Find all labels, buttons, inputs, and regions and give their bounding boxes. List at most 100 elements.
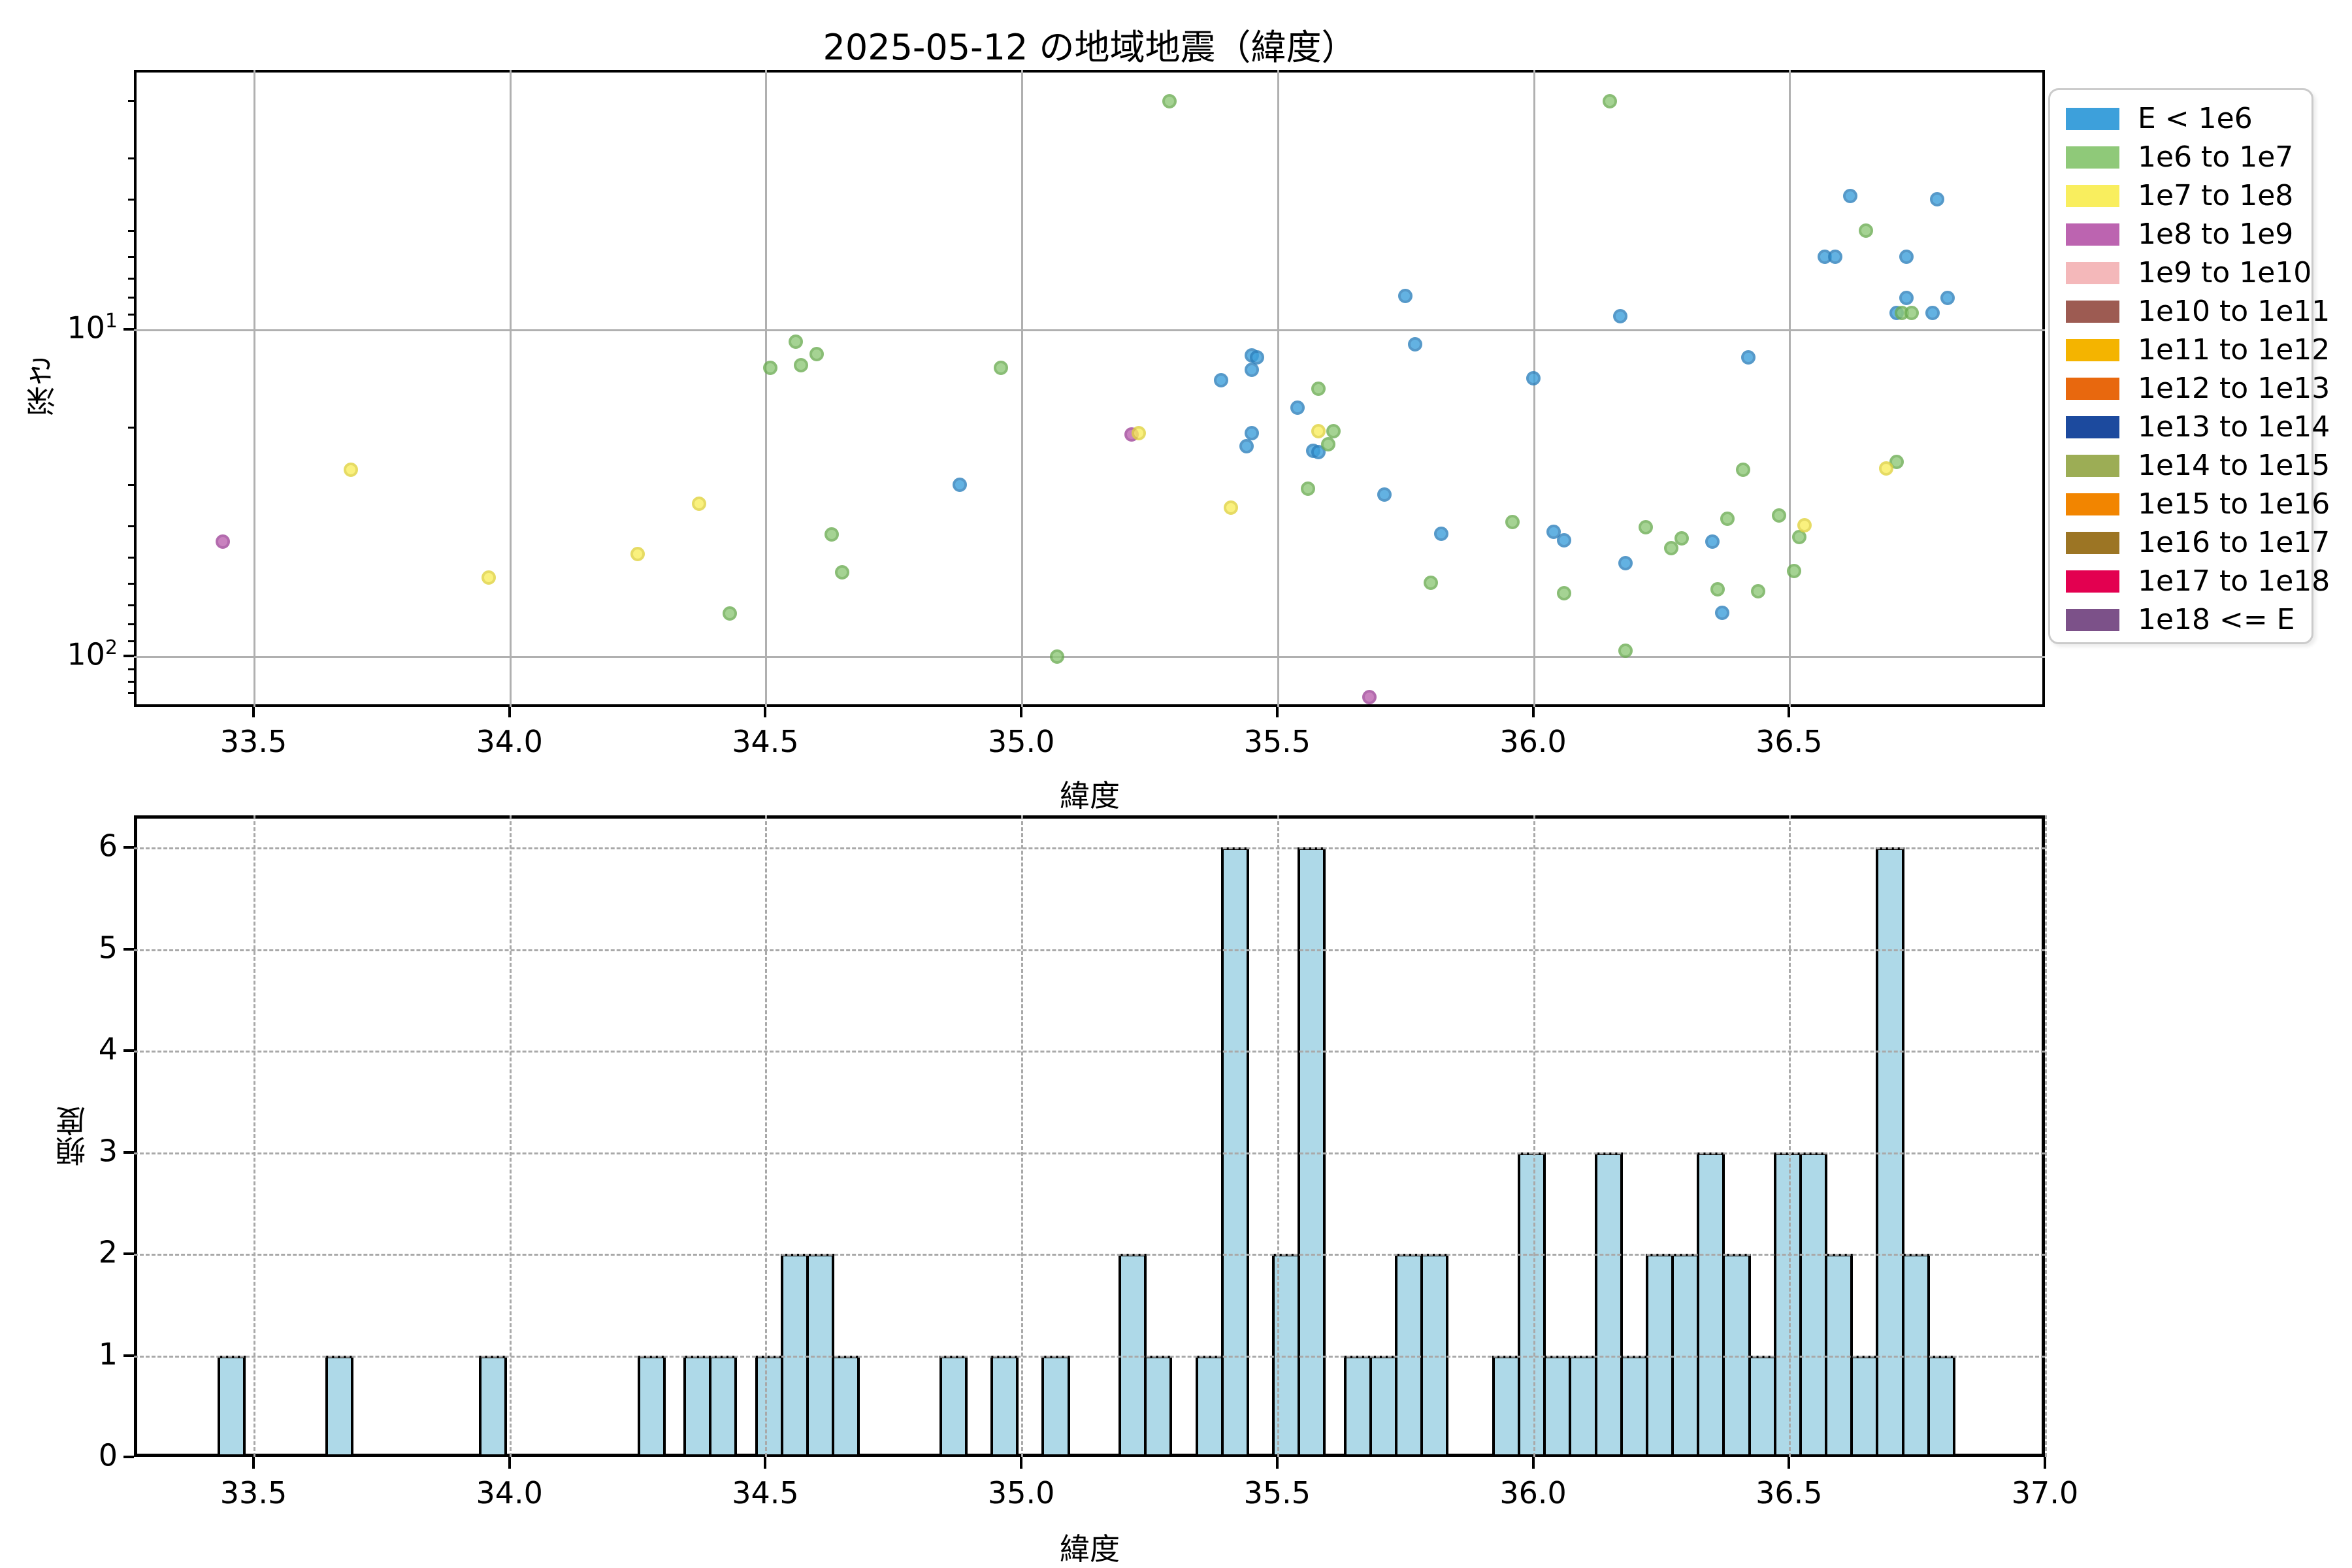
scatter-point xyxy=(789,334,804,349)
scatter-point xyxy=(1603,93,1618,108)
x-tick-label: 36.0 xyxy=(1499,1475,1567,1511)
grid-line-vertical xyxy=(1789,70,1791,707)
y-tick-mark xyxy=(123,846,134,849)
histogram-bar xyxy=(709,1355,738,1457)
grid-line-horizontal xyxy=(134,1254,2045,1256)
grid-line-horizontal xyxy=(134,1355,2045,1358)
scatter-point xyxy=(1797,517,1812,532)
x-tick-mark xyxy=(1020,1457,1023,1469)
legend-label: 1e7 to 1e8 xyxy=(2138,179,2294,212)
y-minor-tick-mark xyxy=(128,297,134,299)
histogram-bar xyxy=(683,1355,712,1457)
x-tick-mark xyxy=(764,707,767,717)
y-minor-tick-mark xyxy=(128,692,134,694)
scatter-point xyxy=(794,358,809,373)
x-tick-label: 36.5 xyxy=(1756,1475,1823,1511)
x-tick-label: 33.5 xyxy=(220,724,287,759)
histogram-bar xyxy=(1850,1355,1879,1457)
grid-line-vertical xyxy=(2045,815,2047,1457)
scatter-point xyxy=(1612,308,1627,323)
x-tick-label: 36.5 xyxy=(1756,724,1823,759)
y-tick-mark xyxy=(123,1049,134,1052)
grid-line-vertical xyxy=(253,815,255,1457)
scatter-point xyxy=(1132,426,1147,441)
grid-line-horizontal xyxy=(134,1152,2045,1154)
grid-line-horizontal xyxy=(134,1051,2045,1053)
histogram-yaxis-label: 頻度 xyxy=(55,1106,90,1166)
legend-label: 1e18 <= E xyxy=(2138,603,2295,636)
y-minor-tick-mark xyxy=(128,604,134,607)
histogram-bar xyxy=(1195,1355,1224,1457)
legend-item: 1e7 to 1e8 xyxy=(2050,176,2311,215)
scatter-point xyxy=(809,346,824,361)
scatter-point xyxy=(1546,525,1561,540)
scatter-point xyxy=(1526,370,1541,385)
y-tick-mark xyxy=(123,947,134,951)
scatter-point xyxy=(1904,305,1919,320)
scatter-point xyxy=(1715,606,1730,621)
x-tick-mark xyxy=(508,1457,511,1469)
scatter-point xyxy=(1618,643,1633,658)
histogram-bar xyxy=(832,1355,860,1457)
legend-swatch xyxy=(2066,493,2119,515)
y-minor-tick-mark xyxy=(128,640,134,642)
legend-item: 1e12 to 1e13 xyxy=(2050,369,2330,408)
grid-line-vertical xyxy=(1277,70,1279,707)
scatter-point xyxy=(1505,514,1520,529)
scatter-point xyxy=(993,360,1008,375)
histogram-bar xyxy=(1697,1152,1725,1457)
legend-label: 1e8 to 1e9 xyxy=(2138,218,2294,251)
legend-label: 1e17 to 1e18 xyxy=(2138,564,2330,598)
x-tick-mark xyxy=(1020,707,1023,717)
histogram-bar xyxy=(1518,1152,1546,1457)
scatter-point xyxy=(1408,336,1423,351)
legend-item: 1e6 to 1e7 xyxy=(2050,138,2311,176)
legend-label: 1e12 to 1e13 xyxy=(2138,372,2330,405)
legend-label: 1e15 to 1e16 xyxy=(2138,487,2330,521)
scatter-point xyxy=(1940,290,1955,305)
legend-label: E < 1e6 xyxy=(2138,102,2253,135)
scatter-point xyxy=(1049,649,1064,664)
grid-line-vertical xyxy=(253,70,255,707)
x-tick-mark xyxy=(1531,707,1535,717)
histogram-bar xyxy=(1748,1355,1776,1457)
scatter-point xyxy=(1423,576,1438,591)
y-tick-mark xyxy=(123,1354,134,1357)
legend-label: 1e6 to 1e7 xyxy=(2138,140,2294,174)
scatter-yaxis-label: 深さ xyxy=(25,356,60,416)
scatter-point xyxy=(1899,250,1914,265)
scatter-point xyxy=(1362,689,1377,704)
grid-line-vertical xyxy=(1789,815,1791,1457)
legend-item: 1e11 to 1e12 xyxy=(2050,331,2330,369)
legend-swatch xyxy=(2066,261,2119,284)
legend-label: 1e10 to 1e11 xyxy=(2138,295,2330,328)
histogram-plot-area xyxy=(134,815,2047,1457)
scatter-point xyxy=(1300,482,1315,497)
legend-swatch xyxy=(2066,416,2119,438)
x-tick-label: 34.0 xyxy=(476,724,543,759)
grid-line-vertical xyxy=(1021,70,1024,707)
x-tick-mark xyxy=(764,1457,767,1469)
y-minor-tick-mark xyxy=(128,623,134,626)
scatter-point xyxy=(1930,192,1945,207)
legend-item: 1e18 <= E xyxy=(2050,600,2311,639)
legend-item: E < 1e6 xyxy=(2050,99,2311,138)
legend-swatch xyxy=(2066,107,2119,130)
x-tick-label: 33.5 xyxy=(220,1475,287,1511)
y-tick-label: 4 xyxy=(98,1031,118,1067)
scatter-point xyxy=(1735,462,1750,477)
scatter-point xyxy=(482,570,497,585)
x-tick-label: 35.5 xyxy=(1243,1475,1311,1511)
scatter-point xyxy=(1771,508,1786,523)
grid-line-vertical xyxy=(1533,70,1535,707)
x-tick-label: 34.5 xyxy=(732,724,799,759)
legend-item: 1e16 to 1e17 xyxy=(2050,523,2330,562)
legend-item: 1e13 to 1e14 xyxy=(2050,408,2330,446)
legend-label: 1e9 to 1e10 xyxy=(2138,256,2312,289)
scatter-point xyxy=(1556,533,1571,548)
legend: E < 1e6 1e6 to 1e7 1e7 to 1e8 1e8 to 1e9 1e9… xyxy=(2048,88,2330,644)
histogram-bar xyxy=(1041,1355,1070,1457)
grid-line-vertical xyxy=(765,70,768,707)
y-minor-tick-mark xyxy=(128,668,134,671)
x-tick-mark xyxy=(1275,1457,1279,1469)
